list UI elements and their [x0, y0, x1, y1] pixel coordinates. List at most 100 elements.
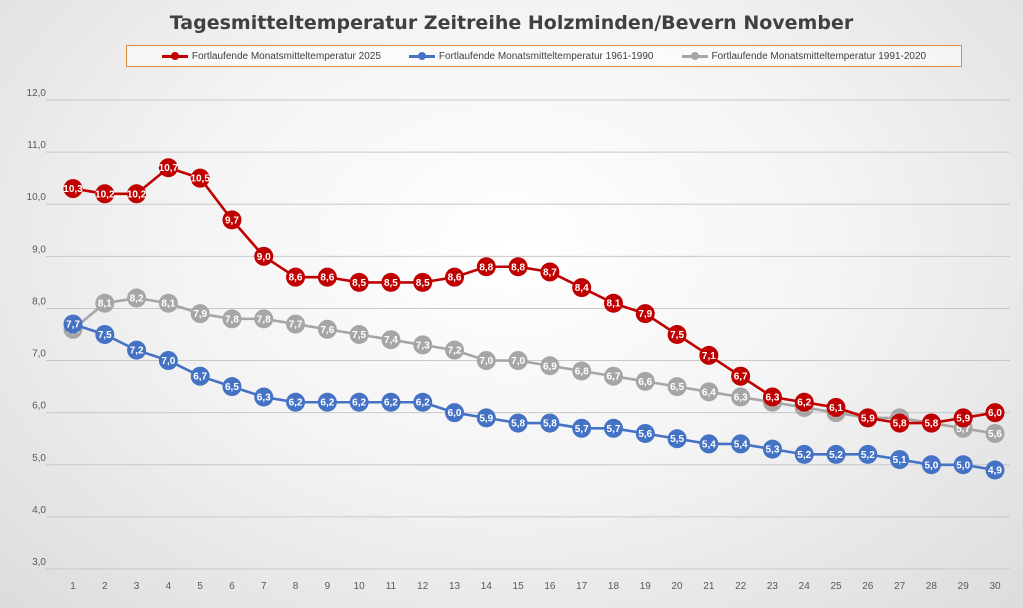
- data-label-1961-1990: 6,7: [193, 372, 207, 383]
- legend-swatch-2025: [161, 51, 188, 61]
- data-label-2025: 6,2: [797, 398, 811, 409]
- x-tick-label: 6: [229, 581, 235, 592]
- data-label-1991-2020: 7,0: [511, 356, 525, 367]
- data-label-1961-1990: 5,6: [638, 429, 652, 440]
- data-label-2025: 8,6: [320, 273, 334, 284]
- x-tick-label: 28: [926, 581, 938, 592]
- data-point-2025: [858, 408, 878, 428]
- x-tick-label: 12: [417, 581, 429, 592]
- data-label-2025: 7,5: [670, 330, 684, 341]
- data-label-1991-2020: 6,8: [575, 366, 589, 377]
- data-point-1961-1990: [985, 460, 1005, 480]
- y-tick-label: 8,0: [32, 296, 46, 307]
- data-label-1991-2020: 7,8: [257, 314, 271, 325]
- y-tick-label: 10,0: [27, 192, 47, 203]
- data-label-1961-1990: 5,8: [511, 419, 525, 430]
- data-point-2025: [381, 272, 401, 292]
- data-label-1991-2020: 8,2: [130, 294, 144, 305]
- x-tick-label: 25: [830, 581, 842, 592]
- legend-marker-1991-2020: [690, 52, 699, 60]
- data-label-1991-2020: 7,4: [384, 335, 398, 346]
- data-point-2025: [826, 397, 846, 417]
- data-label-2025: 8,8: [511, 262, 525, 273]
- data-point-2025: [63, 179, 83, 199]
- data-point-1991-2020: [127, 288, 147, 308]
- x-tick-label: 7: [261, 581, 267, 592]
- x-tick-label: 17: [576, 581, 588, 592]
- data-label-1991-2020: 6,6: [638, 377, 652, 388]
- data-point-2025: [794, 392, 814, 412]
- data-label-2025: 9,7: [225, 215, 239, 226]
- data-label-1991-2020: 8,1: [98, 299, 112, 310]
- data-label-2025: 8,1: [607, 299, 621, 310]
- data-label-2025: 5,8: [924, 419, 938, 430]
- y-tick-label: 4,0: [32, 505, 46, 516]
- data-point-1991-2020: [635, 371, 655, 391]
- data-point-1961-1990: [858, 444, 878, 464]
- data-point-1961-1990: [413, 392, 433, 412]
- data-point-1961-1990: [635, 424, 655, 444]
- data-label-2025: 10,5: [190, 174, 210, 185]
- data-point-2025: [445, 267, 465, 287]
- data-label-1991-2020: 8,1: [161, 299, 175, 310]
- data-label-2025: 8,6: [448, 273, 462, 284]
- data-point-1991-2020: [476, 351, 496, 371]
- data-label-1961-1990: 6,2: [289, 398, 303, 409]
- x-tick-label: 2: [102, 581, 108, 592]
- legend-marker-1961-1990: [417, 52, 426, 60]
- data-label-1991-2020: 5,6: [988, 429, 1002, 440]
- y-tick-label: 6,0: [32, 401, 46, 412]
- data-label-2025: 10,3: [63, 184, 83, 195]
- data-point-1991-2020: [603, 366, 623, 386]
- y-tick-label: 3,0: [32, 557, 46, 568]
- x-tick-label: 3: [134, 581, 140, 592]
- x-tick-label: 18: [608, 581, 620, 592]
- data-point-1991-2020: [95, 293, 115, 313]
- data-label-1991-2020: 6,9: [543, 361, 557, 372]
- data-label-2025: 7,1: [702, 351, 716, 362]
- data-point-2025: [317, 267, 337, 287]
- data-point-1961-1990: [953, 455, 973, 475]
- data-label-1961-1990: 7,0: [161, 356, 175, 367]
- data-label-2025: 5,9: [861, 413, 875, 424]
- data-label-2025: 5,9: [956, 413, 970, 424]
- data-point-1961-1990: [508, 413, 528, 433]
- data-label-2025: 7,9: [638, 309, 652, 320]
- data-point-1991-2020: [985, 424, 1005, 444]
- chart-title: Tagesmitteltemperatur Zeitreihe Holzmind…: [169, 12, 854, 34]
- legend-label-1991-2020: Fortlaufende Monatsmitteltemperatur 1991…: [711, 50, 927, 62]
- data-point-1961-1990: [603, 418, 623, 438]
- data-label-1961-1990: 5,9: [479, 413, 493, 424]
- legend-swatch-1961-1990: [408, 51, 435, 61]
- data-point-2025: [222, 210, 242, 230]
- x-tick-label: 16: [544, 581, 556, 592]
- data-point-1991-2020: [286, 314, 306, 334]
- x-tick-label: 8: [293, 581, 299, 592]
- data-point-2025: [603, 293, 623, 313]
- data-point-2025: [890, 413, 910, 433]
- data-point-1961-1990: [572, 418, 592, 438]
- data-point-1961-1990: [794, 444, 814, 464]
- data-point-2025: [699, 345, 719, 365]
- data-point-1961-1990: [476, 408, 496, 428]
- data-point-1961-1990: [349, 392, 369, 412]
- data-point-1961-1990: [921, 455, 941, 475]
- data-label-1961-1990: 5,7: [575, 424, 589, 435]
- x-tick-label: 22: [735, 581, 747, 592]
- data-label-1961-1990: 6,0: [448, 408, 462, 419]
- data-label-1961-1990: 5,7: [607, 424, 621, 435]
- data-point-1961-1990: [762, 439, 782, 459]
- data-label-1961-1990: 6,3: [257, 393, 271, 404]
- data-label-1991-2020: 6,3: [734, 393, 748, 404]
- data-label-1961-1990: 7,2: [130, 346, 144, 357]
- data-point-1961-1990: [667, 429, 687, 449]
- data-point-1991-2020: [572, 361, 592, 381]
- data-point-1961-1990: [381, 392, 401, 412]
- data-label-1991-2020: 7,9: [193, 309, 207, 320]
- data-label-2025: 8,5: [416, 278, 430, 289]
- data-point-1991-2020: [413, 335, 433, 355]
- y-tick-label: 12,0: [27, 88, 47, 99]
- data-point-1961-1990: [445, 403, 465, 423]
- data-point-1961-1990: [286, 392, 306, 412]
